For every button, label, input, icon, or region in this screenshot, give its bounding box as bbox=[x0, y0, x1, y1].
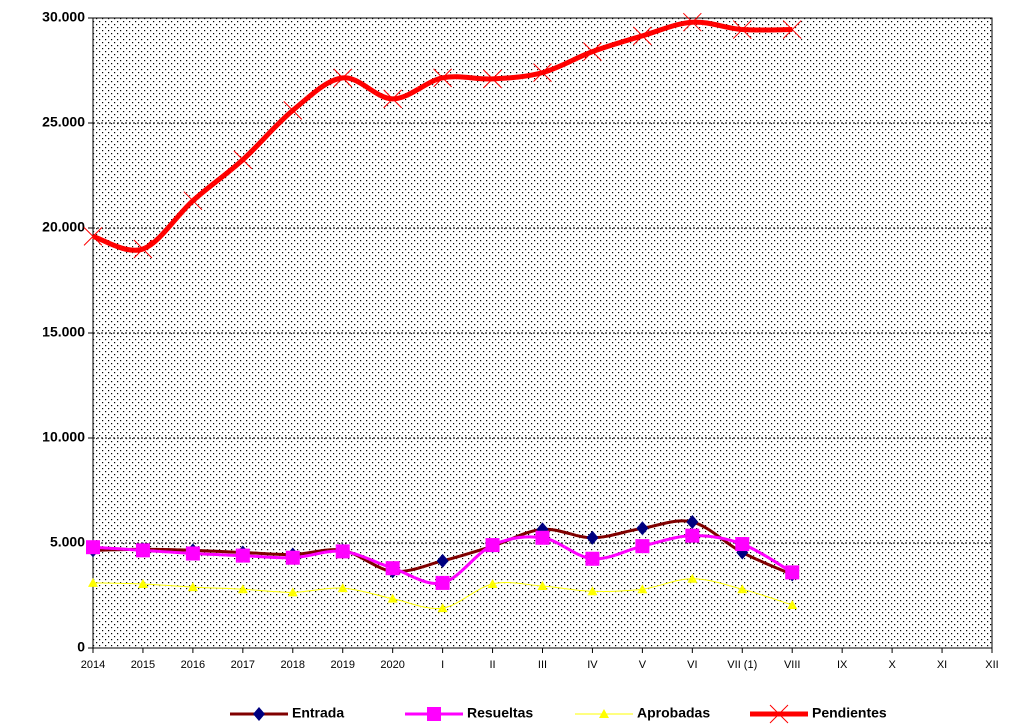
x-tick-label: XII bbox=[985, 659, 998, 671]
marker bbox=[88, 577, 98, 587]
x-tick-label: 2015 bbox=[131, 659, 155, 671]
marker bbox=[487, 578, 498, 588]
marker bbox=[387, 593, 398, 603]
marker bbox=[686, 515, 699, 529]
marker bbox=[635, 539, 650, 554]
marker bbox=[782, 20, 802, 39]
marker bbox=[383, 89, 403, 109]
marker bbox=[533, 63, 552, 82]
marker bbox=[285, 550, 300, 565]
x-tick-label: IX bbox=[837, 659, 848, 671]
marker bbox=[587, 586, 598, 596]
marker bbox=[86, 540, 100, 555]
marker bbox=[537, 581, 548, 591]
marker bbox=[633, 26, 652, 46]
x-tick-label: 2016 bbox=[181, 659, 205, 671]
legend-label: Pendientes bbox=[812, 705, 887, 721]
legend-marker bbox=[253, 707, 265, 721]
x-tick-label: 2020 bbox=[380, 659, 404, 671]
marker bbox=[583, 42, 602, 61]
marker bbox=[183, 191, 203, 211]
marker bbox=[83, 227, 103, 246]
marker bbox=[586, 530, 599, 545]
legend-label: Resueltas bbox=[467, 705, 533, 721]
x-tick-label: II bbox=[489, 659, 495, 671]
marker bbox=[433, 68, 452, 88]
marker bbox=[687, 573, 698, 583]
marker bbox=[735, 537, 750, 552]
marker bbox=[237, 584, 248, 594]
y-tick-label: 0 bbox=[77, 639, 85, 655]
marker bbox=[483, 69, 502, 89]
marker bbox=[436, 553, 449, 568]
marker bbox=[682, 12, 702, 32]
x-tick-label: X bbox=[888, 659, 896, 671]
marker bbox=[485, 538, 500, 553]
marker bbox=[385, 561, 400, 576]
marker bbox=[637, 584, 648, 594]
marker bbox=[335, 544, 350, 559]
y-tick-label: 5.000 bbox=[50, 534, 85, 550]
marker bbox=[685, 528, 700, 543]
x-tick-label: 2019 bbox=[330, 659, 354, 671]
marker bbox=[737, 584, 748, 594]
x-tick-label: VI bbox=[687, 659, 697, 671]
marker bbox=[235, 548, 250, 563]
marker bbox=[187, 582, 198, 592]
x-tick-label: 2017 bbox=[231, 659, 255, 671]
legend-marker bbox=[769, 704, 789, 724]
x-tick-label: VII (1) bbox=[727, 659, 757, 671]
y-tick-label: 25.000 bbox=[42, 114, 85, 130]
marker bbox=[787, 599, 798, 609]
marker bbox=[283, 101, 303, 120]
marker bbox=[233, 150, 253, 170]
marker bbox=[333, 68, 353, 88]
marker bbox=[137, 578, 148, 588]
legend-label: Entrada bbox=[292, 705, 344, 721]
marker bbox=[585, 551, 600, 566]
marker bbox=[732, 20, 752, 39]
marker bbox=[437, 603, 448, 613]
x-tick-label: III bbox=[538, 659, 547, 671]
series-line bbox=[92, 19, 793, 253]
x-tick-label: XI bbox=[937, 659, 947, 671]
x-tick-label: VIII bbox=[784, 659, 801, 671]
y-tick-label: 20.000 bbox=[42, 219, 85, 235]
marker bbox=[435, 575, 450, 590]
x-tick-label: V bbox=[639, 659, 647, 671]
x-tick-label: 2018 bbox=[281, 659, 305, 671]
y-tick-label: 15.000 bbox=[42, 324, 85, 340]
legend-marker bbox=[599, 709, 609, 718]
legend-label: Aprobadas bbox=[637, 705, 710, 721]
marker bbox=[636, 521, 649, 536]
marker bbox=[133, 239, 153, 259]
x-tick-label: IV bbox=[587, 659, 598, 671]
marker bbox=[135, 543, 150, 558]
marker bbox=[287, 587, 298, 597]
marker bbox=[535, 530, 550, 545]
y-tick-label: 10.000 bbox=[42, 429, 85, 445]
x-tick-label: I bbox=[441, 659, 444, 671]
marker bbox=[785, 565, 800, 580]
marker bbox=[185, 546, 200, 561]
y-tick-label: 30.000 bbox=[42, 9, 85, 25]
x-tick-label: 2014 bbox=[81, 659, 105, 671]
legend-marker bbox=[427, 707, 441, 721]
marker bbox=[337, 583, 348, 593]
